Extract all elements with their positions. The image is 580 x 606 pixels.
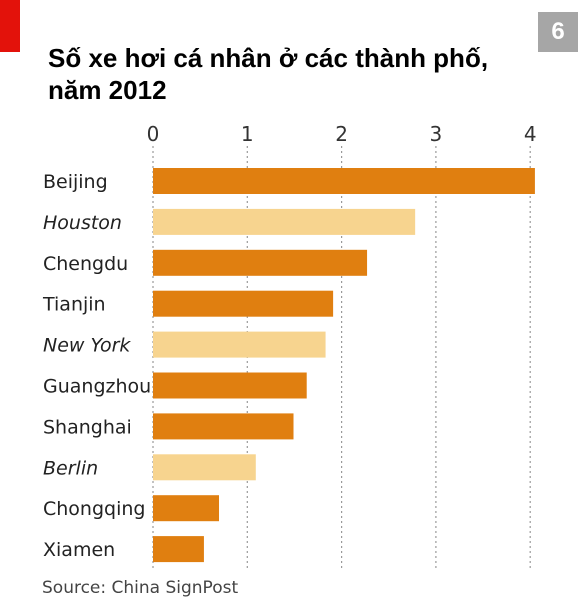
category-label: Beijing: [43, 171, 108, 193]
bar-beijing: [153, 168, 535, 194]
bar-chongqing: [153, 495, 220, 522]
source-note: Source: China SignPost: [42, 578, 239, 598]
bar-houston: [153, 208, 416, 235]
category-label: Guangzhou: [43, 376, 151, 398]
red-corner-accent: [0, 0, 20, 52]
chart-title: Số xe hơi cá nhân ở các thành phố, năm 2…: [48, 42, 528, 106]
bar-shanghai: [153, 413, 294, 440]
category-label: Shanghai: [43, 416, 132, 438]
bars: [153, 168, 535, 563]
category-label: Tianjin: [42, 294, 106, 316]
category-label: Houston: [43, 212, 122, 234]
category-label: Xiamen: [43, 539, 115, 561]
bar-berlin: [153, 454, 256, 481]
category-labels: Beijing Houston Chengdu Tianjin New York Guan…: [42, 171, 151, 561]
x-axis-ticks: 0 1 2 3 4: [147, 122, 537, 146]
x-tick-label: 4: [524, 122, 537, 146]
page-number-badge: 6: [538, 12, 578, 52]
bar-xiamen: [153, 536, 204, 563]
chart-title-line-2: năm 2012: [48, 75, 167, 105]
x-tick-label: 1: [241, 122, 254, 146]
x-tick-label: 3: [430, 122, 443, 146]
bar-guangzhou: [153, 372, 307, 399]
category-label: Chengdu: [43, 253, 128, 275]
chart-title-line-1: Số xe hơi cá nhân ở các thành phố,: [48, 43, 489, 73]
x-tick-label: 2: [335, 122, 348, 146]
category-label: Berlin: [43, 457, 98, 479]
bar-tianjin: [153, 290, 334, 317]
category-label: Chongqing: [43, 498, 145, 520]
bar-chengdu: [153, 249, 368, 276]
category-label: New York: [43, 335, 131, 357]
x-tick-label: 0: [147, 122, 160, 146]
bar-new-york: [153, 331, 326, 358]
